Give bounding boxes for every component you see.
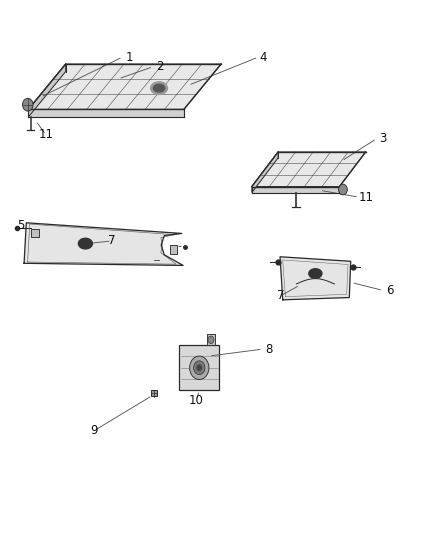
Text: 2: 2 — [156, 60, 164, 73]
Text: 3: 3 — [380, 132, 387, 145]
Ellipse shape — [78, 238, 92, 249]
Polygon shape — [28, 64, 66, 117]
Text: 7: 7 — [276, 289, 284, 302]
Polygon shape — [24, 223, 183, 265]
Text: 11: 11 — [39, 128, 53, 141]
Text: 10: 10 — [189, 394, 204, 407]
Text: 9: 9 — [90, 424, 98, 437]
Circle shape — [190, 356, 209, 379]
Circle shape — [23, 98, 33, 111]
Circle shape — [194, 361, 205, 375]
Ellipse shape — [153, 84, 165, 92]
Polygon shape — [28, 109, 184, 117]
Ellipse shape — [151, 82, 167, 94]
Polygon shape — [252, 152, 278, 192]
Polygon shape — [28, 64, 221, 109]
Circle shape — [339, 184, 347, 195]
Polygon shape — [207, 335, 215, 345]
Text: 11: 11 — [358, 191, 373, 204]
Text: 1: 1 — [125, 51, 133, 63]
Text: 8: 8 — [266, 343, 273, 356]
Polygon shape — [280, 257, 351, 300]
Text: 5: 5 — [18, 219, 25, 232]
Text: 4: 4 — [259, 51, 267, 63]
Polygon shape — [31, 229, 39, 237]
Polygon shape — [252, 187, 339, 192]
Ellipse shape — [309, 269, 322, 278]
Text: 7: 7 — [108, 235, 116, 247]
Polygon shape — [252, 152, 366, 187]
Polygon shape — [179, 345, 219, 390]
Circle shape — [208, 336, 214, 344]
Circle shape — [197, 365, 201, 370]
Polygon shape — [170, 245, 177, 254]
Text: 6: 6 — [386, 284, 394, 297]
